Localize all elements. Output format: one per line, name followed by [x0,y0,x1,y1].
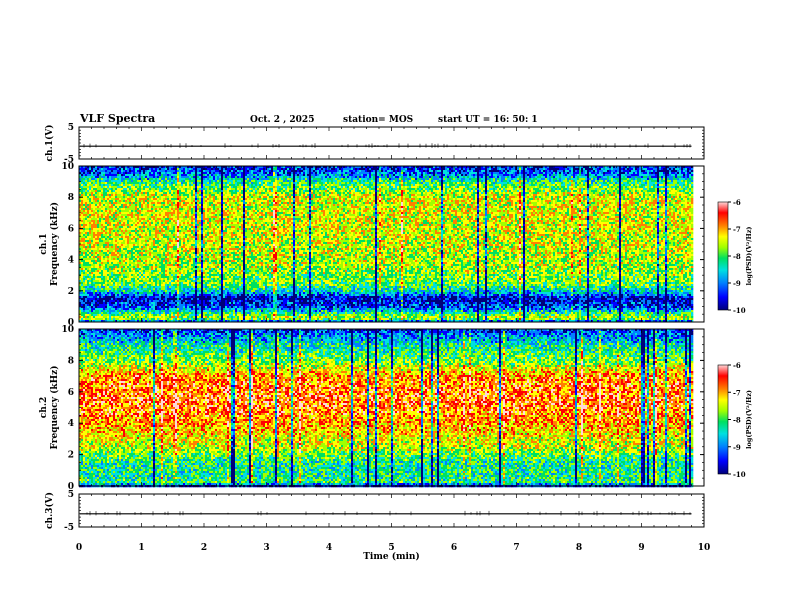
y-tick-label: 6 [68,224,74,234]
ch3-waveform-frame [79,494,704,527]
y-tick-label: 2 [68,287,74,297]
x-axis-label: Time (min) [363,551,420,562]
ch2-spectrogram [79,329,693,487]
y-tick-label: 5 [68,123,74,133]
ch1-spectrogram [79,166,693,322]
colorbar-tick-label: -7 [733,225,741,234]
ch2-spectrogram-ylabel-freq: Frequency (kHz) [49,365,60,449]
colorbar-tick-label: -8 [733,252,741,261]
ch1-waveform-ylabel: ch.1(V) [44,125,55,162]
y-tick-label: 10 [61,325,74,335]
x-tick-label: 1 [138,543,144,553]
ch3-waveform-ylabel: ch.3(V) [44,492,55,529]
colorbar-tick-label: -7 [733,388,741,397]
y-tick-label: -5 [64,523,74,533]
colorbar-tick-label: -9 [733,279,741,288]
colorbar-tick-label: -9 [733,443,741,452]
y-tick-label: 10 [61,162,74,172]
vlf-figure: 5-5ch.1(V)0246810ch.1 Frequency (kHz) -6-7… [0,0,792,612]
ch2-spectrogram-colorbar-label: log(PSD)(V²/Hz) [745,390,753,449]
ch1-spectrogram-colorbar [718,202,728,310]
x-tick-label: 0 [76,543,82,553]
colorbar-tick-label: -6 [733,198,741,207]
ch1-spectrogram-colorbar-label: log(PSD)(V²/Hz) [745,227,753,286]
spectrogram-layer [79,166,693,487]
ch1-waveform-frame [79,127,704,159]
x-tick-label: 3 [263,543,269,553]
colorbar-tick-label: -10 [733,470,746,479]
x-tick-label: 10 [698,543,711,553]
x-tick-label: 9 [638,543,644,553]
ch1-spectrogram-ylabel-channel: ch.1 [39,233,49,254]
y-tick-label: 8 [68,356,74,366]
y-tick-label: 5 [68,490,74,500]
y-tick-label: 4 [68,419,74,429]
y-tick-label: 2 [68,451,74,461]
ch2-spectrogram-ylabel-channel: ch.2 [39,397,49,418]
y-tick-label: 8 [68,193,74,203]
colorbar-tick-label: -8 [733,416,741,425]
x-tick-label: 8 [576,543,582,553]
colorbar-tick-label: -6 [733,361,741,370]
x-tick-label: 6 [451,543,457,553]
ch2-spectrogram-colorbar [718,365,728,474]
x-tick-label: 2 [201,543,207,553]
y-tick-label: 4 [68,256,74,266]
x-tick-label: 4 [326,543,332,553]
y-tick-label: 6 [68,388,74,398]
colorbar-tick-label: -10 [733,306,746,315]
ch1-spectrogram-ylabel-freq: Frequency (kHz) [49,202,60,286]
x-tick-label: 7 [513,543,519,553]
